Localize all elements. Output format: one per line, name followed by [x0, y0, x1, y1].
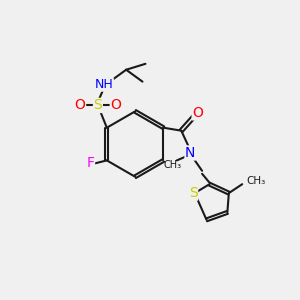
- Text: O: O: [192, 106, 203, 120]
- Text: NH: NH: [94, 78, 113, 91]
- Text: CH₃: CH₃: [247, 176, 266, 186]
- Text: CH₃: CH₃: [163, 160, 182, 170]
- Text: O: O: [110, 98, 121, 112]
- Text: F: F: [86, 156, 94, 170]
- Text: S: S: [94, 98, 102, 112]
- Text: N: N: [185, 146, 195, 160]
- Text: O: O: [75, 98, 86, 112]
- Text: S: S: [189, 186, 198, 200]
